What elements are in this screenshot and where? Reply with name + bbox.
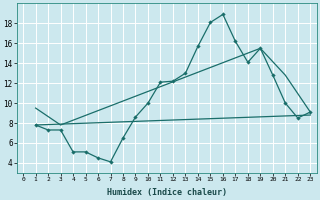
X-axis label: Humidex (Indice chaleur): Humidex (Indice chaleur) [107, 188, 227, 197]
